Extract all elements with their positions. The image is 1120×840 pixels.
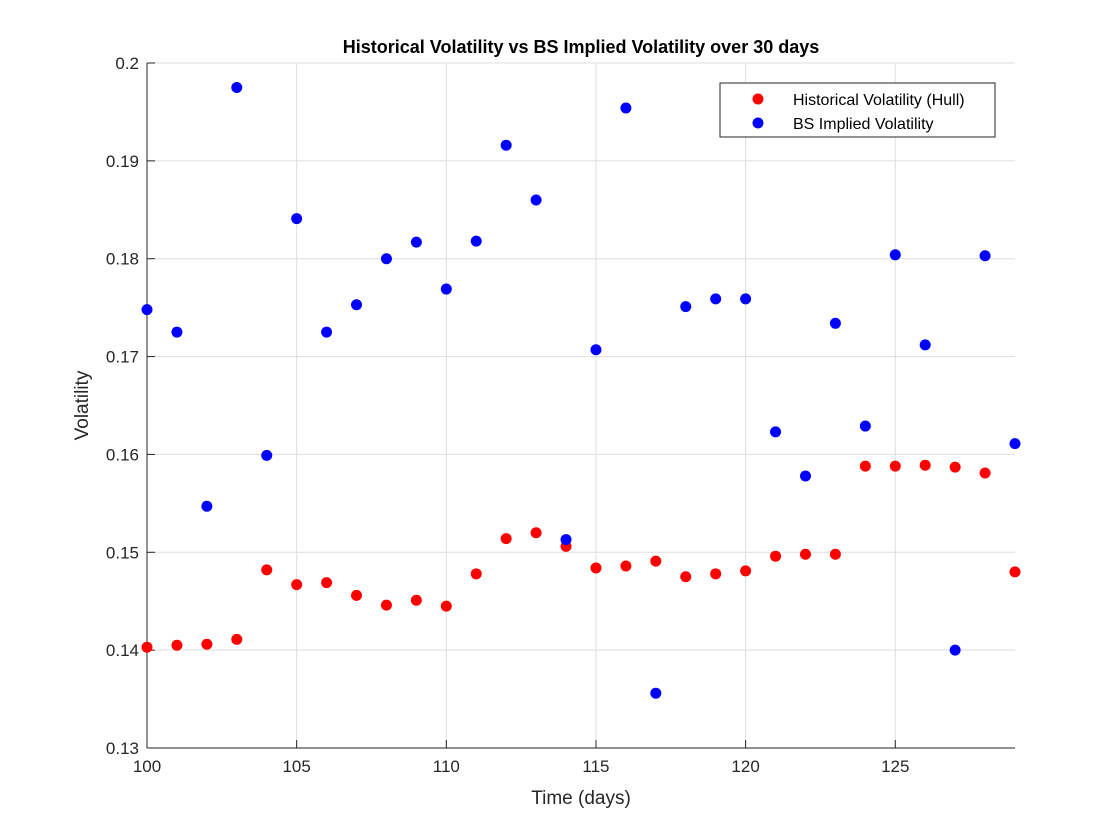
legend-box: [719, 82, 996, 138]
implied-point: [530, 194, 542, 206]
implied-point: [650, 687, 662, 699]
implied-point: [979, 250, 991, 262]
implied-point: [949, 644, 961, 656]
historical-point: [979, 467, 991, 479]
implied-point: [141, 304, 153, 316]
y-axis-label: Volatility: [72, 370, 93, 440]
historical-point: [440, 600, 452, 612]
historical-point: [380, 599, 392, 611]
implied-point: [440, 283, 452, 295]
historical-point: [171, 639, 183, 651]
historical-point: [829, 548, 841, 560]
implied-point: [560, 534, 572, 546]
historical-point: [889, 460, 901, 472]
axes: [146, 62, 1015, 749]
historical-point: [859, 460, 871, 472]
implied-point: [500, 139, 512, 151]
tick-labels: 100 105 110 115 120 125 0.13 0.14 0.15 0.16 0.17 0.…: [106, 54, 910, 776]
historical-point: [1009, 566, 1021, 578]
data-points: [141, 81, 1021, 699]
legend-marker-historical: [752, 93, 764, 105]
implied-point: [201, 500, 213, 512]
series-implied: [141, 81, 1021, 699]
historical-point: [590, 562, 602, 574]
implied-point: [1009, 438, 1021, 450]
historical-point: [351, 589, 363, 601]
implied-point: [829, 317, 841, 329]
implied-point: [889, 249, 901, 261]
historical-point: [500, 533, 512, 545]
historical-point: [770, 550, 782, 562]
y-tick-label: 0.19: [106, 152, 139, 171]
x-tick-label: 105: [282, 757, 310, 776]
x-axis-label: Time (days): [531, 788, 631, 809]
implied-point: [740, 293, 752, 305]
historical-point: [261, 564, 273, 576]
implied-point: [859, 420, 871, 432]
legend-label-implied: BS Implied Volatility: [793, 116, 934, 133]
x-tick-label: 125: [881, 757, 909, 776]
implied-point: [680, 301, 692, 313]
implied-point: [291, 213, 303, 225]
implied-point: [799, 470, 811, 482]
y-tick-label: 0.18: [106, 250, 139, 269]
implied-point: [261, 449, 273, 461]
implied-point: [470, 235, 482, 247]
historical-point: [470, 568, 482, 580]
historical-point: [410, 594, 422, 606]
implied-point: [321, 326, 333, 338]
implied-point: [590, 344, 602, 356]
grid-lines: [146, 62, 1015, 749]
y-tick-label: 0.14: [106, 641, 139, 660]
historical-point: [799, 548, 811, 560]
historical-point: [620, 560, 632, 572]
implied-point: [770, 426, 782, 438]
historical-point: [680, 571, 692, 583]
implied-point: [380, 253, 392, 265]
implied-point: [710, 293, 722, 305]
historical-point: [650, 555, 662, 567]
y-tick-label: 0.13: [106, 739, 139, 758]
implied-point: [231, 81, 243, 93]
legend-marker-implied: [752, 117, 764, 129]
historical-point: [141, 641, 153, 653]
x-tick-label: 120: [731, 757, 759, 776]
chart-title: Historical Volatility vs BS Implied Vola…: [343, 37, 820, 57]
legend-label-historical: Historical Volatility (Hull): [793, 92, 965, 109]
x-tick-label: 115: [582, 757, 609, 776]
implied-point: [410, 236, 422, 248]
historical-point: [919, 459, 931, 471]
legend: Historical Volatility (Hull) BS Implied …: [719, 82, 996, 138]
y-tick-label: 0.16: [106, 445, 139, 464]
implied-point: [351, 299, 363, 311]
historical-point: [949, 461, 961, 473]
implied-point: [620, 102, 632, 114]
x-tick-label: 110: [433, 757, 460, 776]
implied-point: [171, 326, 183, 338]
series-historical: [141, 459, 1021, 653]
x-tick-label: 100: [133, 757, 161, 776]
y-tick-label: 0.17: [106, 348, 139, 367]
historical-point: [321, 577, 333, 589]
implied-point: [919, 339, 931, 351]
historical-point: [740, 565, 752, 577]
historical-point: [530, 527, 542, 539]
y-tick-label: 0.15: [106, 543, 139, 562]
historical-point: [291, 579, 303, 591]
historical-point: [201, 638, 213, 650]
plot-area: [147, 63, 1015, 748]
historical-point: [710, 568, 722, 580]
y-tick-label: 0.2: [115, 54, 139, 73]
historical-point: [231, 633, 243, 645]
